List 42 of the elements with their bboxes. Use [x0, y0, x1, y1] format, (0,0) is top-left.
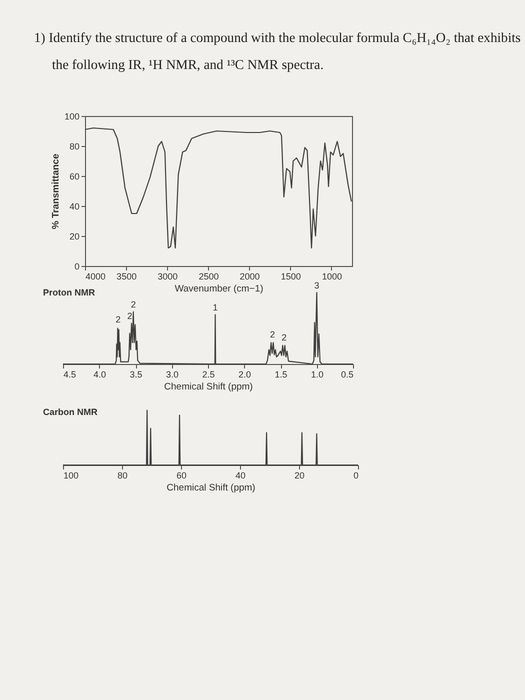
- x-axis-title: Chemical Shift (ppm): [166, 482, 256, 494]
- y-tick-label: 20: [69, 232, 80, 242]
- y-tick-label: 80: [69, 142, 80, 152]
- y-tick-label: 60: [69, 172, 80, 182]
- chart-title: Carbon NMR: [43, 407, 98, 417]
- x-tick-label: 3.0: [166, 370, 179, 380]
- y-tick-label: 100: [64, 112, 80, 122]
- annotation: 1: [212, 302, 218, 313]
- x-tick-label: 3500: [116, 272, 137, 282]
- chart-title: Proton NMR: [43, 287, 96, 298]
- x-tick-label: 2.0: [238, 370, 252, 380]
- x-tick-label: 4.0: [93, 370, 106, 380]
- x-tick-label: 1.5: [274, 370, 288, 380]
- x-tick-label: 2000: [240, 272, 260, 282]
- x-tick-label: 1500: [280, 272, 301, 282]
- x-tick-label: 40: [235, 470, 246, 480]
- chart-title: 1) Identify the structure of a compound with the molecular formula C₆H₁₄O₂ that exhibits the following IR, ¹H NMR, and ¹³C NMR spectra.: [34, 29, 522, 74]
- annotation: 3: [314, 280, 320, 290]
- x-tick-label: 1.0: [310, 370, 324, 380]
- annotation: 2: [127, 311, 132, 322]
- x-tick-label: 3.5: [130, 370, 142, 380]
- annotation: 2: [130, 300, 136, 310]
- x-tick-label: 20: [294, 470, 305, 480]
- annotation: 2: [270, 330, 276, 340]
- line-series: [84, 127, 352, 249]
- x-tick-label: 2500: [198, 272, 219, 282]
- x-tick-label: 0.5: [340, 370, 354, 380]
- x-axis-title: Wavenumber (cm−1): [174, 284, 264, 294]
- x-tick-label: 3000: [158, 272, 178, 282]
- y-tick-label: 40: [69, 202, 80, 212]
- x-axis-title: Chemical Shift (ppm): [164, 382, 253, 392]
- annotation: 2: [282, 332, 287, 343]
- x-tick-label: 4.5: [64, 370, 76, 380]
- x-tick-label: 2.5: [202, 370, 215, 380]
- annotation: 2: [116, 314, 121, 325]
- y-axis-title: % Transmittance: [50, 154, 62, 230]
- y-tick-label: 0: [74, 262, 80, 272]
- x-tick-label: 60: [176, 470, 187, 480]
- x-tick-label: 80: [117, 470, 128, 480]
- x-tick-label: 0: [353, 470, 358, 480]
- x-tick-label: 1000: [322, 272, 342, 282]
- x-tick-label: 4000: [86, 272, 106, 282]
